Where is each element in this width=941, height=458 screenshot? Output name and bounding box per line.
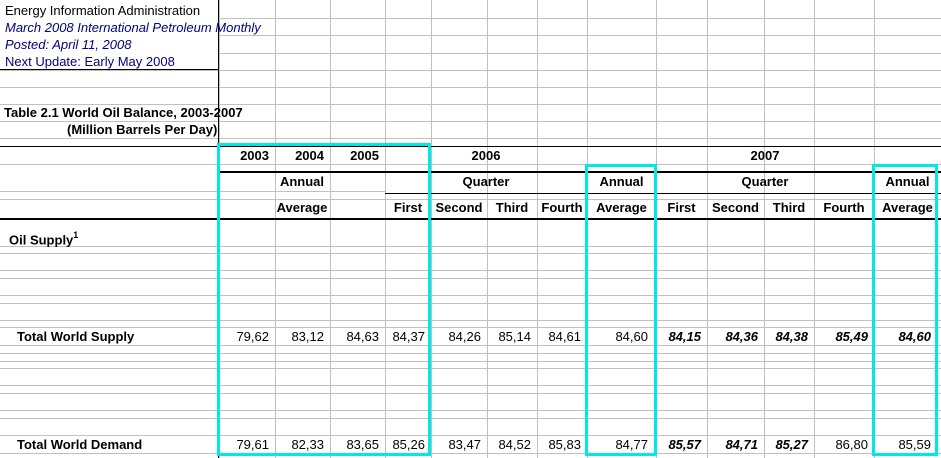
supply-2004[interactable]: 83,12: [291, 329, 324, 344]
demand-2006-q1[interactable]: 85,26: [392, 437, 425, 452]
header-bottom-border: [0, 218, 941, 220]
demand-2003[interactable]: 79,61: [236, 437, 269, 452]
agency-name-cell[interactable]: Energy Information Administration: [5, 3, 201, 18]
highlight-box-2003-2005: [217, 143, 431, 456]
posted-date-cell[interactable]: Posted: April 11, 2008: [5, 37, 132, 52]
year-header-2004[interactable]: 2004: [295, 148, 324, 163]
highlight-box-2007-annual-average: [872, 164, 938, 456]
annual-header-2007[interactable]: Annual: [885, 174, 930, 189]
table-title-cell[interactable]: Table 2.1 World Oil Balance, 2003-2007: [4, 105, 243, 120]
demand-2004[interactable]: 82,33: [291, 437, 324, 452]
year-header-2003[interactable]: 2003: [240, 148, 269, 163]
row-label-total-world-supply[interactable]: Total World Supply: [17, 329, 135, 344]
info-block-bottom-border: [0, 69, 219, 70]
supply-2003[interactable]: 79,62: [236, 329, 269, 344]
publication-title-cell[interactable]: March 2008 International Petroleum Month…: [5, 20, 261, 35]
next-update-cell[interactable]: Next Update: Early May 2008: [5, 54, 175, 69]
quarter-col-header-2007-fourth[interactable]: Fourth: [823, 200, 865, 215]
average-header-2003-2005[interactable]: Average: [276, 200, 328, 215]
highlight-box-2006-annual-average: [585, 164, 657, 456]
supply-2005[interactable]: 84,63: [346, 329, 379, 344]
quarter-col-header-2006-first[interactable]: First: [393, 200, 423, 215]
quarter-col-header-2006-second[interactable]: Second: [435, 200, 483, 215]
quarter-col-header-2006-fourth[interactable]: Fourth: [541, 200, 583, 215]
demand-2007-avg[interactable]: 85,59: [898, 437, 931, 452]
row-label-total-world-demand[interactable]: Total World Demand: [17, 437, 143, 452]
supply-2007-q3[interactable]: 84,38: [775, 329, 808, 344]
demand-2007-q1[interactable]: 85,57: [668, 437, 701, 452]
quarter-col-header-2007-second[interactable]: Second: [712, 200, 759, 215]
supply-2007-q2[interactable]: 84,36: [725, 329, 758, 344]
supply-2007-avg[interactable]: 84,60: [898, 329, 931, 344]
supply-2007-q1[interactable]: 84,15: [668, 329, 701, 344]
demand-2006-avg[interactable]: 84,77: [615, 437, 648, 452]
section-header-oil-supply[interactable]: Oil Supply1: [9, 228, 79, 248]
quarter-row-bottom-border: [385, 193, 941, 194]
demand-2006-q4[interactable]: 85,83: [548, 437, 581, 452]
year-header-2006[interactable]: 2006: [471, 148, 501, 163]
supply-2006-q1[interactable]: 84,37: [392, 329, 425, 344]
supply-2006-q3[interactable]: 85,14: [498, 329, 531, 344]
quarter-header-2007[interactable]: Quarter: [741, 174, 789, 189]
annual-header-2006[interactable]: Annual: [599, 174, 644, 189]
demand-2007-q4[interactable]: 86,80: [835, 437, 868, 452]
demand-2007-q2[interactable]: 84,71: [725, 437, 758, 452]
demand-2006-q2[interactable]: 83,47: [448, 437, 481, 452]
average-header-2006[interactable]: Average: [596, 200, 647, 215]
quarter-col-header-2006-third[interactable]: Third: [495, 200, 529, 215]
annual-header-2003-2005[interactable]: Annual: [279, 174, 325, 189]
quarter-header-2006[interactable]: Quarter: [462, 174, 510, 189]
year-header-2007[interactable]: 2007: [750, 148, 780, 163]
section-label: Oil Supply: [9, 232, 74, 248]
demand-2005[interactable]: 83,65: [346, 437, 379, 452]
quarter-col-header-2007-first[interactable]: First: [667, 200, 696, 215]
supply-2006-q4[interactable]: 84,61: [548, 329, 581, 344]
demand-2006-q3[interactable]: 84,52: [498, 437, 531, 452]
year-header-2005[interactable]: 2005: [350, 148, 379, 163]
supply-2006-q2[interactable]: 84,26: [448, 329, 481, 344]
quarter-col-header-2007-third[interactable]: Third: [772, 200, 806, 215]
supply-2007-q4[interactable]: 85,49: [835, 329, 868, 344]
column-a-right-border: [218, 0, 219, 146]
years-row-bottom-border: [219, 171, 941, 173]
supply-2006-avg[interactable]: 84,60: [615, 329, 648, 344]
footnote-marker: 1: [73, 230, 79, 240]
average-header-2007[interactable]: Average: [882, 200, 933, 215]
header-top-border: [0, 146, 941, 147]
table-subtitle-cell[interactable]: (Million Barrels Per Day): [67, 122, 218, 137]
demand-2007-q3[interactable]: 85,27: [775, 437, 808, 452]
